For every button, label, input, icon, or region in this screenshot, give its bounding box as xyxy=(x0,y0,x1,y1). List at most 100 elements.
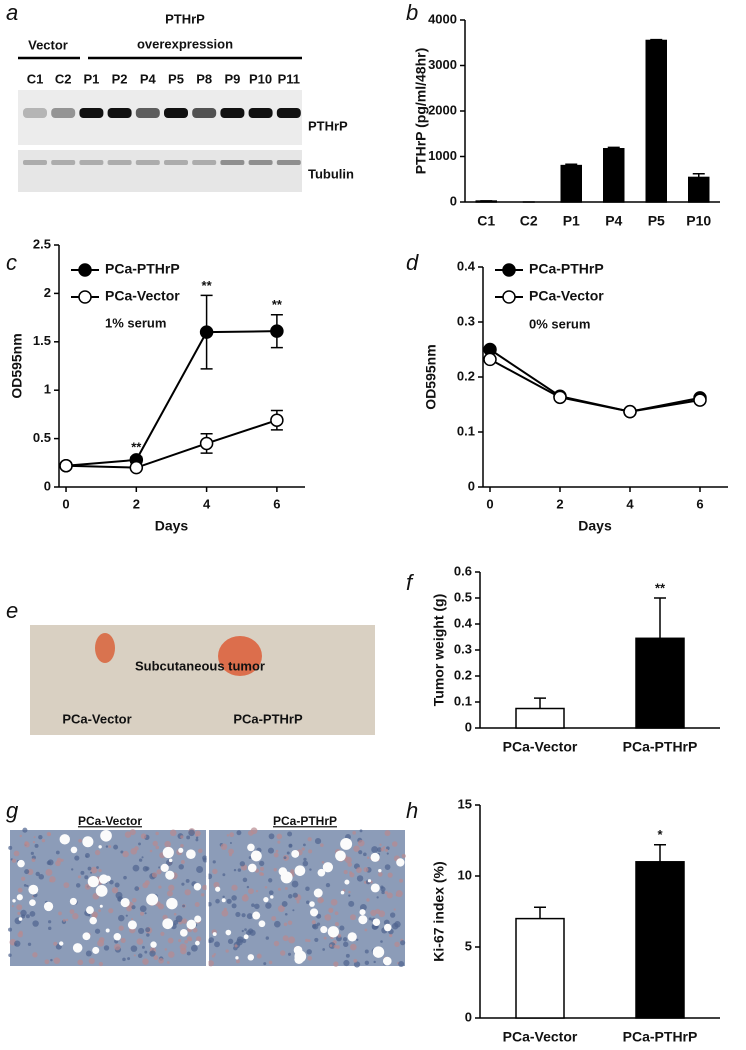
lane-label: P5 xyxy=(168,71,184,86)
cell xyxy=(97,939,105,947)
bar xyxy=(603,148,625,203)
y-tick-label: 4000 xyxy=(428,11,457,26)
lane-label: C2 xyxy=(55,71,72,86)
histology-label: PCa-Vector xyxy=(78,814,142,828)
cell xyxy=(65,918,69,922)
cell xyxy=(356,867,362,873)
significance: ** xyxy=(202,278,213,293)
cell xyxy=(317,897,324,904)
vacuole xyxy=(293,945,303,955)
series-line xyxy=(65,330,277,467)
cell xyxy=(255,889,259,893)
cell xyxy=(131,918,134,921)
cell xyxy=(329,944,333,948)
vacuole xyxy=(382,956,392,966)
cell xyxy=(139,905,147,913)
cell xyxy=(229,841,232,844)
photo-label: PCa-Vector xyxy=(62,711,131,726)
cell xyxy=(141,945,145,949)
cell xyxy=(366,856,370,859)
cell xyxy=(114,943,121,951)
cell xyxy=(259,860,265,867)
cell xyxy=(307,939,311,943)
cell xyxy=(215,898,220,904)
y-tick-label: 2.5 xyxy=(33,236,51,251)
cell xyxy=(231,895,237,901)
cell xyxy=(265,936,270,940)
vacuole xyxy=(113,933,122,941)
cell xyxy=(401,853,406,859)
vacuole xyxy=(327,926,340,938)
cell xyxy=(17,887,23,893)
vacuole xyxy=(105,928,110,933)
band xyxy=(164,108,188,118)
bar xyxy=(635,637,685,729)
cell xyxy=(13,850,20,857)
cell xyxy=(169,829,177,837)
cell xyxy=(137,953,143,958)
cell xyxy=(305,886,310,892)
cell xyxy=(306,900,310,904)
cell xyxy=(220,843,228,850)
cell xyxy=(287,952,292,956)
marker xyxy=(553,390,567,405)
cell xyxy=(146,933,150,937)
cell xyxy=(265,902,272,909)
vacuole xyxy=(147,896,152,900)
cell xyxy=(160,931,165,936)
error-bar xyxy=(534,906,546,919)
cell xyxy=(395,890,403,898)
cell xyxy=(179,943,187,951)
note: 1% serum xyxy=(105,315,166,330)
marker xyxy=(199,436,214,451)
vacuole xyxy=(372,946,385,958)
cell xyxy=(303,843,306,847)
cell xyxy=(246,913,253,920)
x-tick-label: PCa-Vector xyxy=(503,1029,578,1045)
cell xyxy=(71,868,74,871)
y-tick-label: 0.1 xyxy=(454,693,472,708)
cell xyxy=(123,875,127,880)
vacuole xyxy=(146,893,159,906)
vacuole xyxy=(313,888,323,898)
cell xyxy=(330,898,338,906)
cell xyxy=(237,868,242,872)
band xyxy=(164,160,188,165)
vacuole xyxy=(82,932,91,941)
cell xyxy=(207,960,214,967)
cell xyxy=(94,928,101,934)
cell xyxy=(373,960,376,964)
cell xyxy=(173,912,177,916)
y-tick-label: 0.5 xyxy=(454,589,472,604)
series-line xyxy=(489,348,701,413)
cell xyxy=(273,852,279,858)
cell xyxy=(386,852,389,855)
cell xyxy=(166,961,170,964)
vacuole xyxy=(99,904,103,908)
cell xyxy=(366,898,370,902)
tissue xyxy=(10,830,206,966)
cell xyxy=(180,860,185,864)
cell xyxy=(333,961,339,967)
cell xyxy=(356,875,364,882)
lane-label: P8 xyxy=(196,71,212,86)
cell xyxy=(50,958,53,962)
cell xyxy=(72,913,79,920)
cell xyxy=(357,839,365,847)
cell xyxy=(358,850,363,855)
vacuole xyxy=(186,919,197,930)
cell xyxy=(241,913,246,918)
cell xyxy=(231,884,238,891)
series-line xyxy=(66,419,278,469)
cell xyxy=(321,860,325,864)
cell xyxy=(114,882,120,888)
vacuole xyxy=(93,880,99,886)
cell xyxy=(234,944,238,948)
cell xyxy=(23,883,27,887)
cell xyxy=(305,938,309,942)
cell xyxy=(287,894,293,899)
panel-letter: g xyxy=(6,798,19,823)
cell xyxy=(235,959,240,964)
cell xyxy=(149,950,156,957)
cell xyxy=(124,831,132,838)
